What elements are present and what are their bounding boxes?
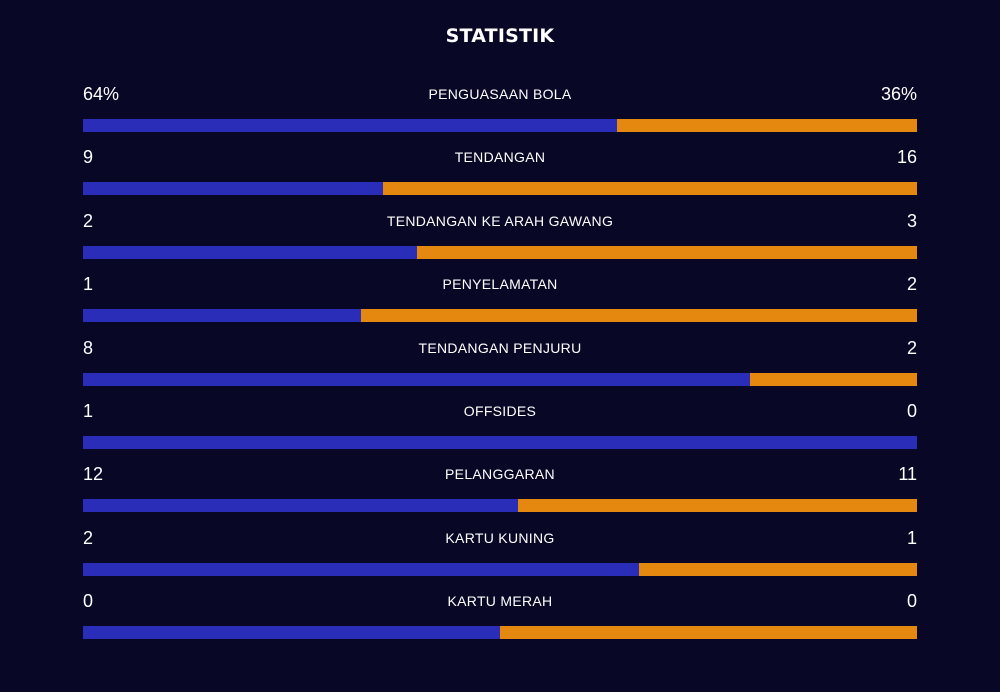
stat-label: TENDANGAN PENJURU <box>418 339 582 356</box>
stat-row-offsides: 1 OFFSIDES 0 <box>83 400 917 463</box>
stat-bar <box>83 119 917 132</box>
home-value: 9 <box>83 147 94 168</box>
stat-bar <box>83 626 917 640</box>
home-bar-fill <box>83 372 751 386</box>
stat-bar <box>83 499 917 513</box>
stat-row-shots: 9 TENDANGAN 16 <box>83 146 917 209</box>
stat-row-possession: 64% PENGUASAAN BOLA 36% <box>83 83 917 146</box>
away-value: 2 <box>906 274 917 295</box>
stat-label: TENDANGAN <box>454 149 546 166</box>
home-bar-fill <box>83 309 361 323</box>
away-bar-fill <box>360 309 917 323</box>
stat-bar <box>83 309 917 323</box>
stat-bar <box>83 245 917 259</box>
stats-list: 64% PENGUASAAN BOLA 36% 9 TENDANGAN 16 2… <box>83 83 917 654</box>
stat-bar <box>83 182 917 196</box>
away-value: 16 <box>896 147 917 168</box>
home-value: 2 <box>83 527 94 548</box>
away-bar-fill <box>518 499 917 513</box>
stat-row-fouls: 12 PELANGGARAN 11 <box>83 463 917 526</box>
stat-row-yellow-cards: 2 KARTU KUNING 1 <box>83 527 917 590</box>
stat-label: KARTU MERAH <box>447 593 553 610</box>
away-bar-fill <box>750 372 917 386</box>
stat-label: TENDANGAN KE ARAH GAWANG <box>386 212 614 229</box>
stat-row-shots-on-target: 2 TENDANGAN KE ARAH GAWANG 3 <box>83 210 917 273</box>
home-value: 8 <box>83 337 94 358</box>
away-bar-fill <box>500 626 917 640</box>
home-bar-fill <box>83 182 384 196</box>
home-value: 12 <box>83 464 104 485</box>
home-bar-fill <box>83 499 519 513</box>
home-bar-fill <box>83 245 417 259</box>
home-value: 0 <box>83 591 94 612</box>
stat-row-saves: 1 PENYELAMATAN 2 <box>83 273 917 336</box>
page-title: STATISTIK <box>445 25 555 47</box>
home-bar-fill <box>83 562 640 576</box>
away-bar-fill <box>383 182 917 196</box>
away-value: 11 <box>898 464 917 485</box>
stat-label: PENGUASAAN BOLA <box>428 86 572 102</box>
home-value: 1 <box>83 274 94 295</box>
away-bar-fill <box>616 119 917 132</box>
away-bar-fill <box>416 245 917 259</box>
away-value: 3 <box>906 210 917 231</box>
away-value: 2 <box>906 337 917 358</box>
away-value: 0 <box>906 400 917 421</box>
stat-row-corners: 8 TENDANGAN PENJURU 2 <box>83 337 917 400</box>
stat-bar <box>83 372 917 386</box>
away-value: 0 <box>906 591 917 612</box>
stat-bar <box>83 562 917 576</box>
home-bar-fill <box>83 119 617 132</box>
home-value: 1 <box>83 400 94 421</box>
home-bar-fill <box>83 626 500 640</box>
stat-row-red-cards: 0 KARTU MERAH 0 <box>83 590 917 653</box>
away-value: 1 <box>906 527 917 548</box>
stat-label: KARTU KUNING <box>445 529 555 546</box>
home-value: 64% <box>83 84 120 104</box>
away-value: 36% <box>880 84 917 104</box>
stat-bar <box>83 435 917 449</box>
stat-label: OFFSIDES <box>463 402 537 419</box>
home-value: 2 <box>83 210 94 231</box>
stat-label: PELANGGARAN <box>445 466 555 483</box>
home-bar-fill <box>83 435 917 449</box>
away-bar-fill <box>639 562 917 576</box>
stat-label: PENYELAMATAN <box>442 276 558 293</box>
